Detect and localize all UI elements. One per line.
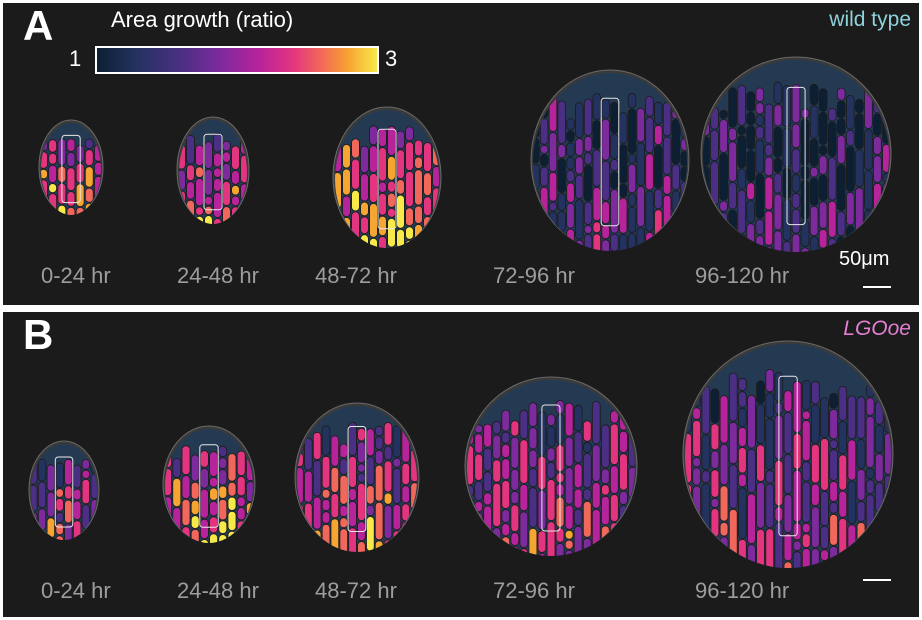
genotype-label-lgooe: LGOoe [843, 317, 911, 340]
time-label: 0-24 hr [41, 578, 111, 603]
sepal-image-wt-3 [332, 106, 442, 250]
time-label: 72-96 hr [493, 578, 575, 603]
panel-letter: B [23, 312, 54, 358]
panel-b: B LGOoe 0-24 hr 24-48 hr 48-72 hr 72-96 … [3, 312, 919, 617]
genotype-label-wild-type: wild type [829, 8, 911, 31]
time-label: 96-120 hr [695, 578, 790, 603]
colorbar-max-label: 3 [385, 46, 398, 71]
colorbar-title: Area growth (ratio) [111, 7, 294, 32]
sepal-image-lgo-2 [162, 425, 256, 545]
sepal-image-lgo-5 [682, 340, 894, 570]
sepal-image-wt-5 [700, 56, 892, 254]
scale-bar [863, 286, 891, 288]
panel-letter: A [23, 3, 54, 49]
sepal-image-lgo-4 [464, 376, 638, 558]
time-label: 48-72 hr [315, 263, 397, 288]
colorbar-min-label: 1 [69, 46, 82, 71]
scale-bar [863, 579, 891, 581]
colorbar [95, 46, 379, 74]
time-label: 24-48 hr [177, 578, 259, 603]
time-label: 96-120 hr [695, 263, 790, 288]
sepal-image-wt-4 [530, 69, 690, 253]
scale-bar-label: 50μm [839, 248, 890, 270]
time-label: 24-48 hr [177, 263, 259, 288]
sepal-image-wt-1 [38, 119, 104, 217]
time-label: 48-72 hr [315, 578, 397, 603]
time-label: 0-24 hr [41, 263, 111, 288]
time-label: 72-96 hr [493, 263, 575, 288]
sepal-image-lgo-3 [294, 402, 420, 554]
panel-a: A Area growth (ratio) 1 3 wild type 0-24… [3, 3, 919, 305]
sepal-image-wt-2 [176, 116, 250, 226]
sepal-image-lgo-1 [28, 440, 100, 542]
